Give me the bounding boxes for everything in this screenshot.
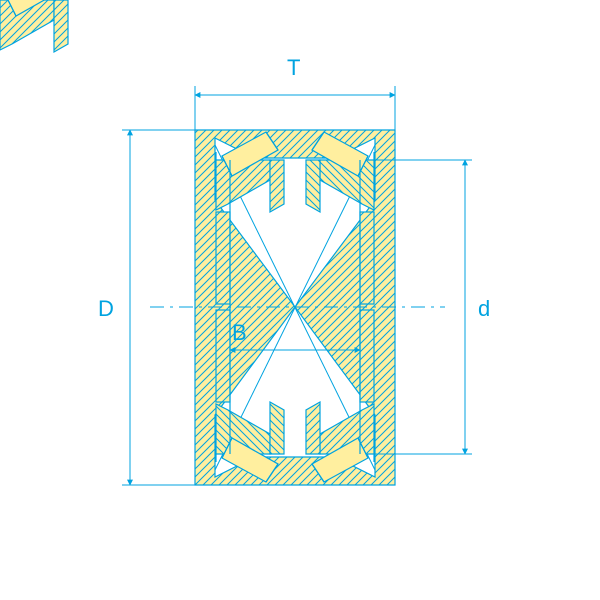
spacer-right-upper xyxy=(360,212,374,304)
bearing-diagram: T D d B xyxy=(0,0,600,600)
label-D: D xyxy=(98,296,114,322)
spacer-left-upper xyxy=(216,212,230,304)
corner-assembly xyxy=(0,0,68,52)
label-T: T xyxy=(287,55,300,81)
label-B: B xyxy=(232,320,247,346)
spacer-right-lower xyxy=(360,310,374,402)
spacer-left-lower xyxy=(216,310,230,402)
bearing-svg xyxy=(0,0,600,600)
label-d: d xyxy=(478,296,490,322)
dim-T xyxy=(195,86,395,130)
